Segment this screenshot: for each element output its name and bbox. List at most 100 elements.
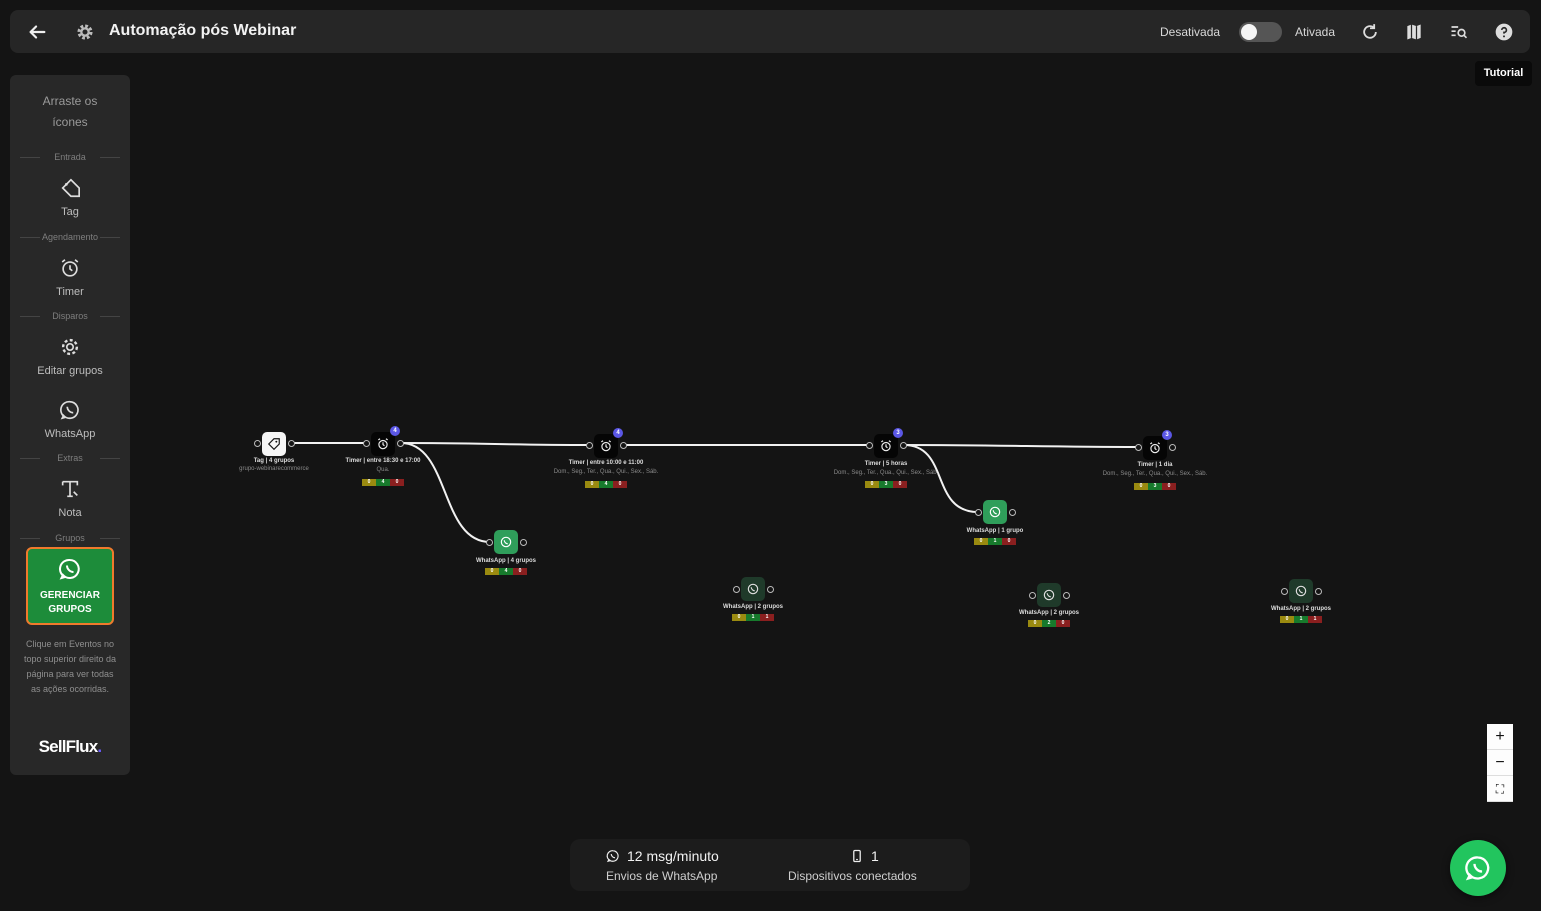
port-out[interactable] <box>1315 588 1322 595</box>
stat-success: 3 <box>879 481 893 488</box>
node-title: WhatsApp | 4 grupos <box>475 558 536 564</box>
timer-node-box[interactable] <box>1143 436 1167 460</box>
node-title: Timer | entre 18:30 e 17:00 <box>345 458 421 464</box>
send-rate-label: Envios de WhatsApp <box>606 869 718 883</box>
port-in[interactable] <box>866 442 873 449</box>
tool-nota[interactable]: Nota <box>20 478 120 528</box>
whatsapp-icon <box>989 506 1001 518</box>
node-stats: 0 2 0 <box>1028 620 1070 627</box>
port-out[interactable] <box>288 440 295 447</box>
arrow-left-icon[interactable] <box>26 21 48 43</box>
tool-editar-grupos[interactable]: Editar grupos <box>20 336 120 386</box>
tool-label: Nota <box>58 507 82 519</box>
timer-node-box[interactable] <box>874 434 898 458</box>
whatsapp-icon <box>60 400 79 420</box>
port-out[interactable] <box>1009 509 1016 516</box>
whatsapp-node-box[interactable] <box>1289 579 1313 603</box>
node-stats: 0 3 0 <box>865 481 907 488</box>
toggle-on-label: Ativada <box>1295 25 1336 39</box>
node-title: WhatsApp | 2 grupos <box>722 604 783 610</box>
tool-label: Editar grupos <box>37 365 103 377</box>
map-icon[interactable] <box>1404 22 1424 42</box>
whatsapp-node-box[interactable] <box>494 530 518 554</box>
devices-label: Dispositivos conectados <box>788 869 917 883</box>
whatsapp-icon <box>1043 589 1055 601</box>
port-in[interactable] <box>1281 588 1288 595</box>
section-grupos: Grupos <box>20 532 120 544</box>
alarm-clock-icon <box>61 259 79 277</box>
tag-node-box[interactable] <box>262 432 286 456</box>
whatsapp-icon <box>606 850 619 863</box>
node-subtitle: Qua. <box>376 467 390 473</box>
port-in[interactable] <box>586 442 593 449</box>
zoom-out-button[interactable]: − <box>1487 750 1513 776</box>
whatsapp-icon <box>1295 585 1307 597</box>
whatsapp-icon <box>500 536 512 548</box>
whatsapp-support-button[interactable] <box>1450 840 1506 896</box>
help-icon[interactable] <box>1494 22 1514 42</box>
gear-icon[interactable] <box>74 21 96 43</box>
zoom-controls: + − ⛶ <box>1487 724 1513 802</box>
refresh-icon[interactable] <box>1360 22 1380 42</box>
count-badge: 4 <box>390 426 400 436</box>
node-title: Timer | 1 dia <box>1137 462 1173 468</box>
port-in[interactable] <box>363 440 370 447</box>
send-rate-value: 12 msg/minuto <box>627 848 719 864</box>
zoom-in-button[interactable]: + <box>1487 724 1513 750</box>
activation-toggle[interactable] <box>1239 22 1282 42</box>
stat-error: 1 <box>1308 616 1322 623</box>
tag-icon <box>267 438 280 451</box>
count-badge: 3 <box>1162 430 1172 440</box>
stat-pending: 0 <box>1134 483 1148 490</box>
node-title: WhatsApp | 2 grupos <box>1018 610 1079 616</box>
port-out[interactable] <box>520 539 527 546</box>
page-title: Automação pós Webinar <box>109 22 297 39</box>
send-rate: 12 msg/minuto Envios de WhatsApp <box>606 848 766 883</box>
port-in[interactable] <box>486 539 493 546</box>
whatsapp-icon <box>747 583 759 595</box>
sellflux-logo: SellFlux. <box>30 737 110 757</box>
port-out[interactable] <box>1063 592 1070 599</box>
text-icon <box>61 480 79 498</box>
port-in[interactable] <box>254 440 261 447</box>
port-in[interactable] <box>975 509 982 516</box>
port-out[interactable] <box>1169 444 1176 451</box>
alarm-clock-icon <box>1150 442 1160 454</box>
node-subtitle: grupo-webinarecommerce <box>239 466 309 472</box>
stat-pending: 0 <box>362 479 376 486</box>
alarm-clock-icon <box>378 438 388 450</box>
stat-error: 0 <box>1056 620 1070 627</box>
port-out[interactable] <box>767 586 774 593</box>
fit-view-button[interactable]: ⛶ <box>1487 776 1513 802</box>
stat-pending: 0 <box>485 568 499 575</box>
whatsapp-node-box[interactable] <box>983 500 1007 524</box>
stat-pending: 0 <box>974 538 988 545</box>
timer-node-box[interactable] <box>371 432 395 456</box>
whatsapp-node-box[interactable] <box>741 577 765 601</box>
events-info: Clique em Eventos no topo superior direi… <box>23 639 117 694</box>
stat-success: 1 <box>746 614 760 621</box>
port-out[interactable] <box>620 442 627 449</box>
whatsapp-node-box[interactable] <box>1037 583 1061 607</box>
tool-whatsapp[interactable]: WhatsApp <box>20 399 120 449</box>
alarm-clock-icon <box>881 440 891 452</box>
port-in[interactable] <box>733 586 740 593</box>
node-subtitle: Dom., Seg., Ter., Qua., Qui., Sex., Sáb. <box>1102 471 1208 477</box>
timer-node-box[interactable] <box>594 434 618 458</box>
port-in[interactable] <box>1135 444 1142 451</box>
section-extras: Extras <box>20 452 120 464</box>
stat-error: 0 <box>1162 483 1176 490</box>
port-out[interactable] <box>900 442 907 449</box>
node-title: WhatsApp | 1 grupo <box>966 528 1024 534</box>
port-in[interactable] <box>1029 592 1036 599</box>
edge-timer1-timer2 <box>400 442 591 446</box>
node-stats: 0 4 0 <box>362 479 404 486</box>
tool-timer[interactable]: Timer <box>20 257 120 307</box>
port-out[interactable] <box>397 440 404 447</box>
tool-label: WhatsApp <box>44 428 96 440</box>
manage-groups-button[interactable]: GERENCIAR GRUPOS <box>26 547 114 625</box>
search-list-icon[interactable] <box>1449 22 1469 42</box>
stat-pending: 0 <box>1280 616 1294 623</box>
tool-tag[interactable]: Tag <box>20 177 120 227</box>
